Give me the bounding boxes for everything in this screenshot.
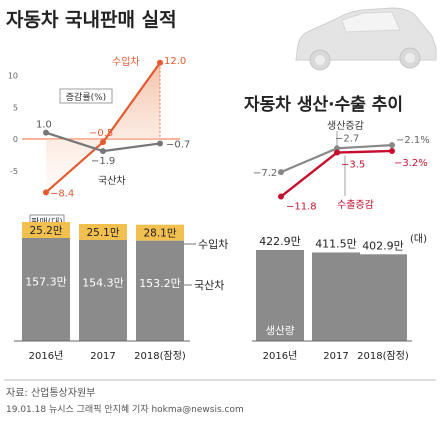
domestic-label-2016: 1.0 [36,120,52,131]
bar-production [312,252,360,341]
x-tick-label: 2016년 [29,350,64,362]
bar-domestic-label: 153.2만 [139,277,181,290]
point-production [278,169,284,176]
point-import [100,139,106,146]
production-label-2018: −2.1% [396,135,430,146]
bar-domestic [22,238,70,341]
x-tick-label: 2016년 [263,350,298,362]
bar-domestic [136,240,184,341]
series-line-export [280,149,393,198]
bar-production-label: 402.9만 [362,239,404,252]
import-label-2016: −8.4 [50,188,74,199]
car-illustration [295,7,437,71]
point-domestic [43,129,49,136]
y-tick-label: 10 [8,72,18,81]
x-tick-label: 2017 [323,351,348,362]
import-area [46,62,160,193]
bar-import [22,222,70,238]
point-production [334,145,340,152]
y-tick-label: -5 [10,167,18,176]
legend-domestic: 국산차 [98,175,126,187]
bar-production-label: 422.9만 [259,235,301,248]
export-label-2018: −3.2% [394,158,428,169]
source-note: 자료: 산업통상자원부 [6,388,96,399]
export-label-2016: −11.8 [286,202,317,213]
point-export [278,193,284,200]
x-tick-label: 2018(잠정) [134,350,186,362]
import-label-2018: 12.0 [164,56,186,67]
bar-domestic [79,239,127,341]
y-axis-label: 증감률(%) [66,91,106,103]
bar-import-label: 25.2만 [29,225,62,237]
bar-legend-domestic: 국산차 [194,279,224,292]
production-label-2016: −7.2 [253,168,277,179]
y-tick-label: 0 [13,135,18,144]
point-import [43,189,49,196]
right-title: 자동차 생산·수출 추이 [244,95,403,115]
legend-production: 생산증감 [327,120,364,132]
domestic-label-2017: −1.9 [91,156,115,167]
legend-import: 수입차 [112,55,140,68]
bar-production-label: 411.5만 [315,237,357,250]
production-label-2017: −2.7 [335,133,359,144]
x-tick-label: 2018(잠정) [357,350,409,362]
point-export [389,147,395,154]
y-tick-label: 5 [13,103,18,112]
bar-domestic-label: 154.3만 [82,276,124,289]
unit-label-right: (대) [410,233,427,245]
bar-domestic-label: 157.3만 [25,276,67,289]
ylabel-box [59,88,113,104]
legend-export: 수출증감 [337,199,374,211]
bar-import [136,224,184,241]
left-growth-chart: 10 5 0 -5 증감률(%) −8.4 −0.5 12.0 수입차 1.0 −1.9 −0.7 국산… [8,55,190,200]
bar-import-label: 25.1만 [86,227,119,239]
sales-bar-chart: 판매(대)25.2만157.3만2016년25.1만154.3만201728.1… [14,214,228,362]
import-label-2017: −0.5 [89,128,113,139]
point-export [334,149,340,156]
bar-import [79,223,127,240]
left-title: 자동차 국내판매 실적 [6,9,177,31]
point-domestic [157,140,163,147]
bar-legend-import: 수입차 [198,238,228,251]
credit-line: 19.01.18 뉴시스 그래픽 안지혜 기자 hokma@newsis.com [6,405,244,415]
point-import [157,59,163,66]
point-production [389,142,395,149]
x-tick-label: 2017 [90,351,115,362]
bar-production [256,250,304,341]
bar-series-label: 생산량 [266,325,295,337]
bar-production [359,254,407,341]
production-bar-chart: 422.9만 2016년 411.5만 2017 402.9만 2018(잠정) (대) 생산… [252,233,427,362]
domestic-label-2018: −0.7 [166,139,190,150]
export-label-2017: −3.5 [341,160,365,171]
bar-import-label: 28.1만 [143,228,176,240]
point-domestic [100,148,106,155]
